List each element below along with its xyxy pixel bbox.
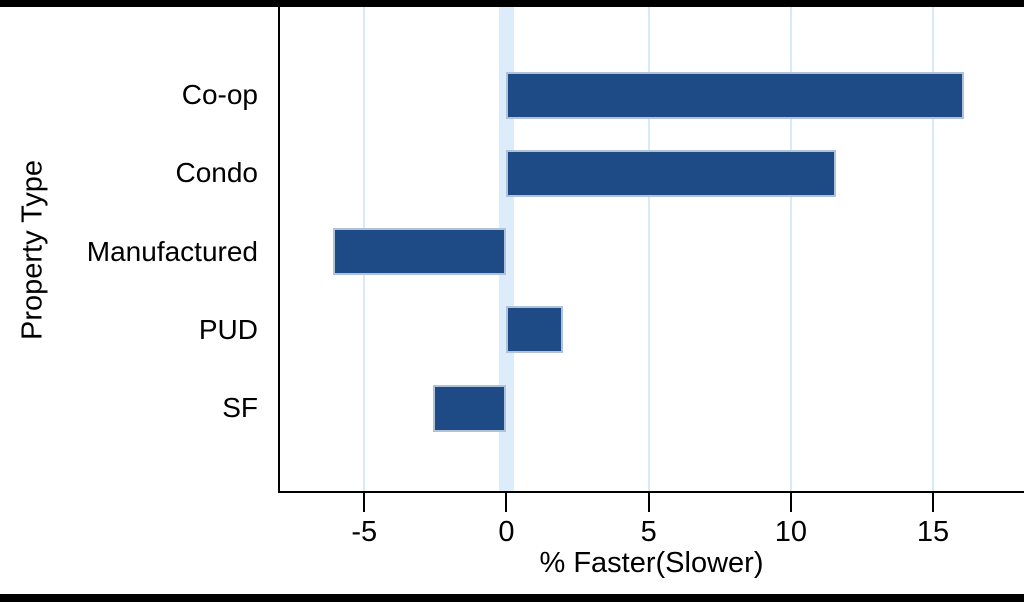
x-axis-line [278,491,1024,493]
category-label-pud: PUD [198,313,258,345]
x-tick-5 [647,492,650,512]
category-label-condo: Condo [175,157,258,189]
gridline-5 [647,7,650,491]
bar-co-op [506,71,965,119]
zero-reference-band [498,7,514,491]
y-axis-title: Property Type [16,159,49,341]
x-tick-label-15: 15 [916,516,950,548]
category-label-sf: SF [222,392,258,423]
category-label-co-op: Co-op [181,79,258,110]
bar-sf [432,384,507,432]
bar-condo [506,149,837,197]
figure-border-bottom [0,594,1024,602]
gridline-15 [932,7,934,491]
category-label-manufactured: Manufactured [86,235,258,267]
x-tick-0 [505,492,508,512]
y-axis-line [278,7,280,493]
x-tick-label-0: 0 [498,516,515,548]
bar-pud [506,306,564,354]
x-tick-label-5: 5 [640,516,657,548]
x-tick-15 [932,492,934,512]
x-tick--5 [363,492,366,512]
x-axis-title: % Faster(Slower) [539,547,764,579]
x-tick-10 [789,492,792,512]
figure-border-top [0,0,1024,7]
x-tick-label-10: 10 [774,516,807,548]
bar-manufactured [333,228,507,275]
x-tick-label--5: -5 [351,516,378,548]
gridline-10 [789,7,792,491]
